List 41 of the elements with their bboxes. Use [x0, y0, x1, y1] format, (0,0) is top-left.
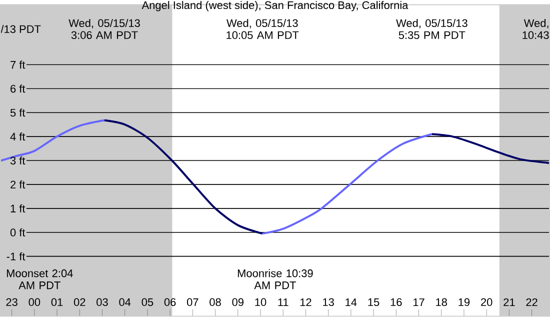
y-tick-label: 3 ft	[10, 156, 26, 165]
x-tick-label: 11	[278, 298, 288, 306]
y-tick-label: 4 ft	[10, 132, 26, 141]
x-tick-label: 05	[142, 298, 154, 306]
x-tick-label: 23	[6, 298, 18, 306]
x-tick-label: 06	[164, 298, 176, 306]
x-tick-label: 20	[481, 298, 492, 306]
x-tick-label: 01	[51, 298, 63, 306]
chart-title: Angel Island (west side), San Francisco Bay, California	[142, 1, 408, 12]
x-tick-label: 09	[232, 298, 244, 306]
annotation: Wed, 05/15/13 5:35 PM PDT	[396, 19, 468, 40]
x-tick-label: 10	[255, 298, 266, 306]
annotation: Wed, 10:43	[522, 19, 549, 40]
x-tick-label: 12	[300, 298, 312, 306]
x-tick-label: 22	[526, 298, 538, 306]
x-tick-label: 04	[119, 298, 131, 306]
annotation: Wed, 05/15/13 3:06 AM PDT	[68, 19, 140, 40]
annotation: Moonrise 10:39 AM PDT	[238, 269, 313, 290]
y-tick-label: 0 ft	[10, 228, 26, 237]
x-tick-label: 17	[413, 298, 424, 306]
annotation: Wed, 05/15/13 10:05 AM PDT	[226, 19, 299, 40]
x-tick-label: 14	[346, 298, 357, 306]
y-tick-label: 5 ft	[10, 108, 26, 117]
x-tick-label: 03	[96, 298, 108, 306]
y-tick-label: 7 ft	[10, 60, 26, 69]
x-tick-label: 13	[323, 298, 334, 306]
y-tick-label: 2 ft	[10, 180, 26, 189]
y-tick-label: 1 ft	[10, 204, 26, 213]
x-tick-label: 08	[210, 298, 221, 306]
x-tick-label: 19	[458, 298, 470, 306]
x-tick-label: 18	[436, 298, 447, 306]
x-tick-label: 15	[368, 298, 380, 306]
x-tick-label: 21	[504, 298, 515, 306]
annotation: /13 PDT	[0, 25, 41, 34]
y-tick-label: 6 ft	[10, 84, 26, 93]
x-tick-label: 16	[390, 298, 402, 306]
x-tick-label: 07	[186, 298, 198, 306]
y-tick-label: -1 ft	[6, 252, 26, 260]
x-tick-label: 00	[28, 298, 40, 306]
x-tick-label: 02	[74, 298, 86, 306]
annotation: Moonset 2:04 AM PDT	[6, 270, 73, 290]
